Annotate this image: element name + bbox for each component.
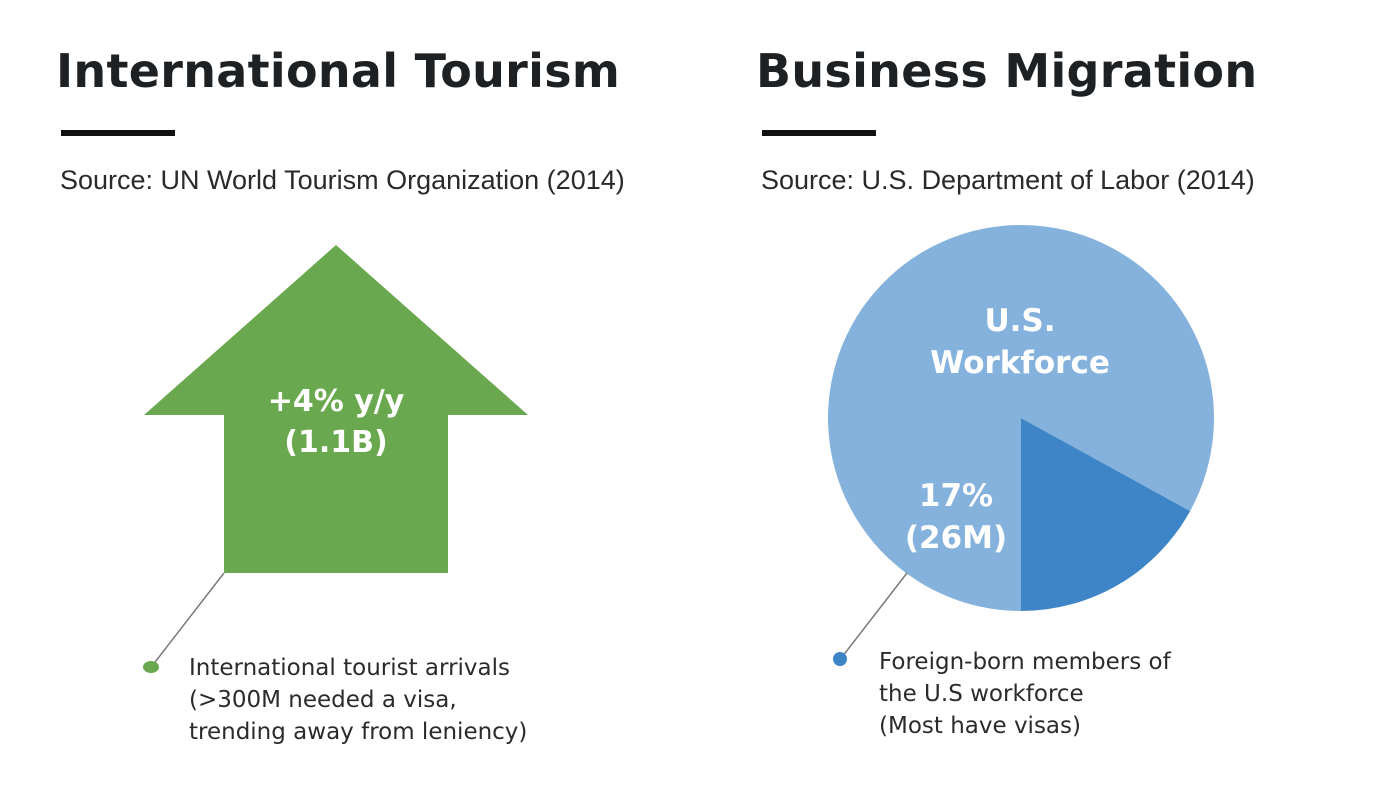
migration-callout: Foreign-born members of the U.S workforc… [879,646,1171,742]
growth-arrow-icon [144,245,528,573]
tourism-callout-dot [143,661,159,673]
pie-label-us: U.S. [984,303,1055,339]
tourism-callout-line: trending away from leniency) [189,719,528,745]
tourism-callout-line: (>300M needed a visa, [189,687,457,713]
tourism-title-rule [61,130,175,136]
migration-source: Source: U.S. Department of Labor (2014) [761,165,1255,195]
tourism-title: International Tourism [56,44,621,98]
migration-title-rule [762,130,876,136]
slice-label-percent: 17% [919,478,993,514]
tourism-callout: International tourist arrivals (>300M ne… [189,652,527,748]
pie-slice-foreign-born [1021,418,1191,611]
arrow-growth-label: +4% y/y [268,384,405,419]
migration-callout-dot [833,652,847,666]
tourism-arrow-graphic: +4% y/y (1.1B) [143,245,528,673]
migration-callout-line: the U.S workforce [879,681,1084,707]
pie-slice-us-workforce [828,224,1214,611]
migration-callout-leader [841,572,908,658]
pie-label-workforce: Workforce [930,345,1110,381]
tourism-callout-line: International tourist arrivals [189,655,511,681]
arrow-total-label: (1.1B) [284,425,387,460]
tourism-callout-leader [151,572,225,667]
migration-callout-line: Foreign-born members of [879,649,1171,675]
tourism-panel: International Tourism Source: UN World T… [56,44,625,748]
migration-panel: Business Migration Source: U.S. Departme… [700,0,1400,785]
migration-callout-line: (Most have visas) [879,713,1081,739]
workforce-pie-chart: U.S. Workforce 17% (26M) [828,224,1214,666]
tourism-source: Source: UN World Tourism Organization (2… [60,165,625,195]
migration-title: Business Migration [756,44,1258,98]
slice-label-count: (26M) [905,520,1007,556]
